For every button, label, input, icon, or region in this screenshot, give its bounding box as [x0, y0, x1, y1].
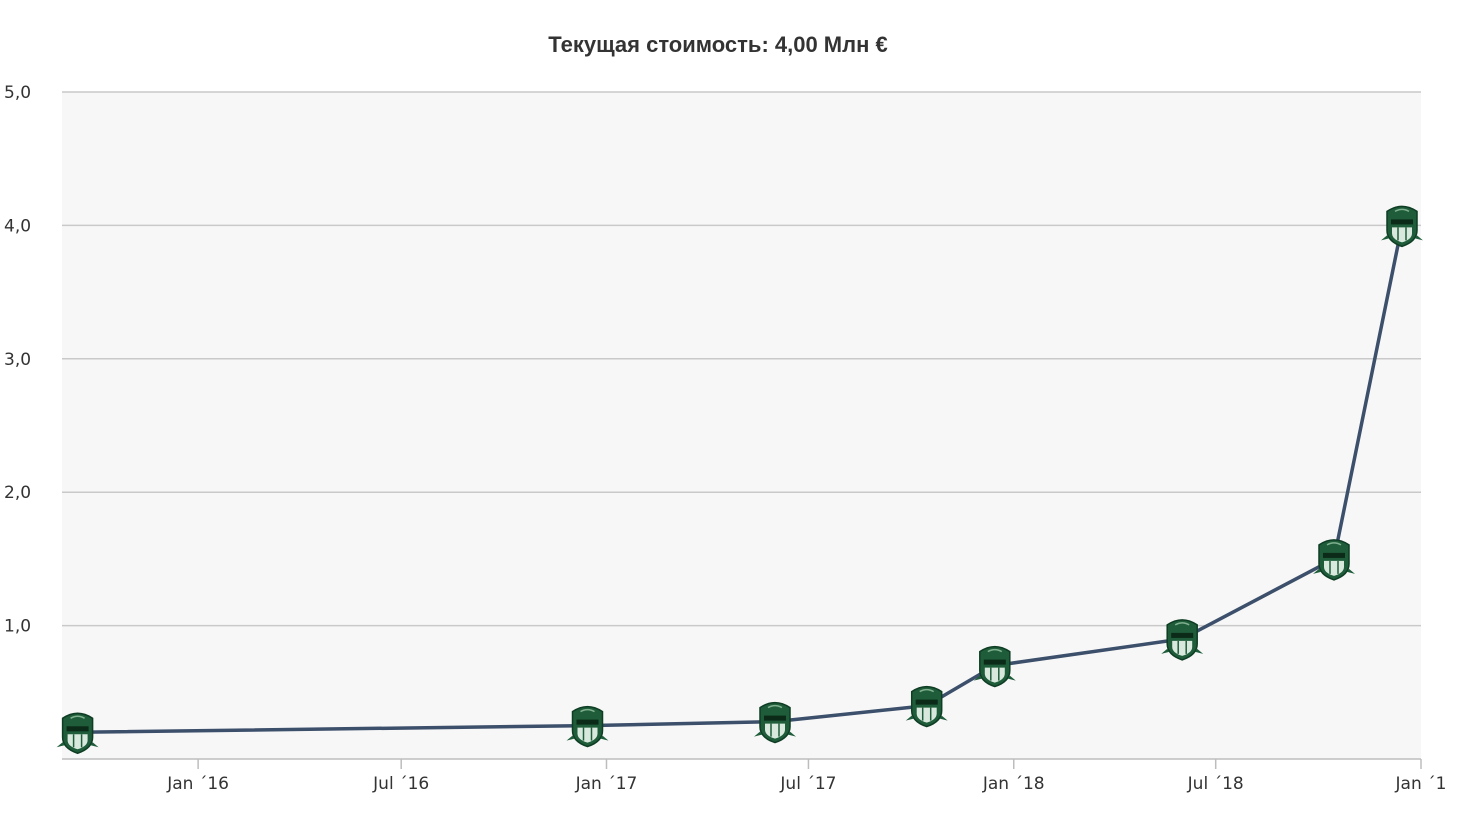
x-tick-label: Jul ´17 — [779, 774, 836, 794]
series-layer — [77, 225, 1404, 735]
plot-area — [62, 92, 1421, 759]
chart-title: Текущая стоимость: 4,00 Млн € — [548, 32, 888, 57]
crest-lower — [67, 734, 88, 750]
crest-band — [1171, 632, 1194, 638]
crest-highlight — [70, 715, 85, 719]
crest-lower — [984, 667, 1005, 683]
crest-lower — [765, 723, 785, 739]
crest-lower — [916, 707, 937, 723]
y-tick-label: 4,0 — [4, 216, 31, 236]
x-tick-label: Jan ´17 — [575, 774, 638, 794]
club-crest-icon — [905, 685, 948, 728]
y-tick-label: 1,0 — [4, 617, 31, 637]
crest-highlight — [1326, 542, 1342, 546]
crest-lower — [1392, 227, 1412, 243]
x-tick-label: Jul ´18 — [1187, 774, 1244, 794]
marker-layer — [56, 205, 1423, 755]
crest-lower — [1172, 640, 1193, 656]
x-tick-label: Jan ´18 — [982, 774, 1045, 794]
crest-lower — [1324, 560, 1344, 576]
crest-highlight — [987, 648, 1003, 653]
crest-band — [66, 726, 89, 732]
crest-band — [764, 715, 786, 721]
club-crest-icon — [1313, 539, 1355, 581]
axes: 1,0 2,0 3,0 4,0 5,0 Jan ´16 Jul ´16 Jan ´17 Jul … — [4, 83, 1446, 794]
crest-band — [576, 719, 599, 725]
crest-lower — [577, 727, 598, 743]
club-crest-icon — [1161, 619, 1204, 661]
x-tick-label: Jan ´16 — [166, 774, 229, 794]
crest-highlight — [767, 704, 783, 709]
crest-highlight — [1394, 208, 1410, 213]
crest-highlight — [580, 708, 595, 713]
club-crest-icon — [56, 712, 99, 755]
club-crest-icon — [1381, 205, 1423, 248]
crest-band — [1323, 552, 1345, 558]
crest-highlight — [1174, 622, 1190, 626]
y-tick-label: 3,0 — [4, 350, 31, 370]
club-crest-icon — [566, 705, 609, 748]
crest-highlight — [919, 688, 935, 693]
crest-band — [915, 699, 938, 705]
club-crest-icon — [973, 645, 1016, 688]
x-tick-label: Jan ´1 — [1395, 774, 1447, 794]
crest-band — [983, 659, 1006, 665]
x-tick-label: Jul ´16 — [372, 774, 429, 794]
crest-band — [1391, 219, 1413, 225]
y-tick-label: 5,0 — [4, 83, 31, 103]
y-tick-label: 2,0 — [4, 483, 31, 503]
series-line — [77, 225, 1404, 735]
club-crest-icon — [754, 701, 796, 744]
